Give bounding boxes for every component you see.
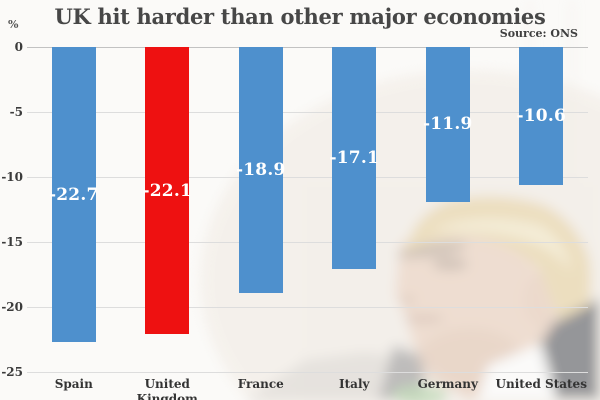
y-tick-label: -5 [9, 105, 23, 119]
y-tick-label: -10 [1, 170, 23, 184]
bar-france: -18.9 [236, 47, 286, 293]
bar-spain: -22.7 [49, 47, 99, 343]
bar-value-label: -10.6 [516, 105, 566, 126]
x-category-label: United Kingdom [136, 377, 198, 400]
gridline [27, 112, 588, 113]
zero-gridline [27, 47, 588, 48]
x-category-label: Spain [54, 377, 93, 391]
bar-united-kingdom: -22.1 [142, 47, 192, 335]
gridline [27, 372, 588, 373]
x-category-label: France [237, 377, 284, 391]
x-category-label: United States [495, 377, 587, 391]
source-label: Source: ONS [499, 27, 578, 40]
gridline [27, 307, 588, 308]
bar-united-states: -10.6 [516, 47, 566, 185]
x-category-label: Germany [417, 377, 478, 391]
y-tick-label: 0 [14, 40, 23, 54]
y-tick-label: -20 [1, 300, 23, 314]
y-tick-label: -15 [1, 235, 23, 249]
gridline [27, 242, 588, 243]
bar-value-label: -11.9 [423, 114, 473, 135]
bar-italy: -17.1 [329, 47, 379, 270]
gridline [27, 177, 588, 178]
y-tick-label: -25 [1, 365, 23, 379]
bar-value-label: -17.1 [329, 148, 379, 169]
bar-value-label: -22.7 [49, 184, 99, 205]
y-axis-unit-label: % [8, 18, 19, 31]
bar-value-label: -18.9 [236, 159, 286, 180]
x-category-label: Italy [339, 377, 370, 391]
bar-germany: -11.9 [423, 47, 473, 202]
bar-value-label: -22.1 [142, 180, 192, 201]
chart-title: UK hit harder than other major economies [54, 4, 546, 29]
